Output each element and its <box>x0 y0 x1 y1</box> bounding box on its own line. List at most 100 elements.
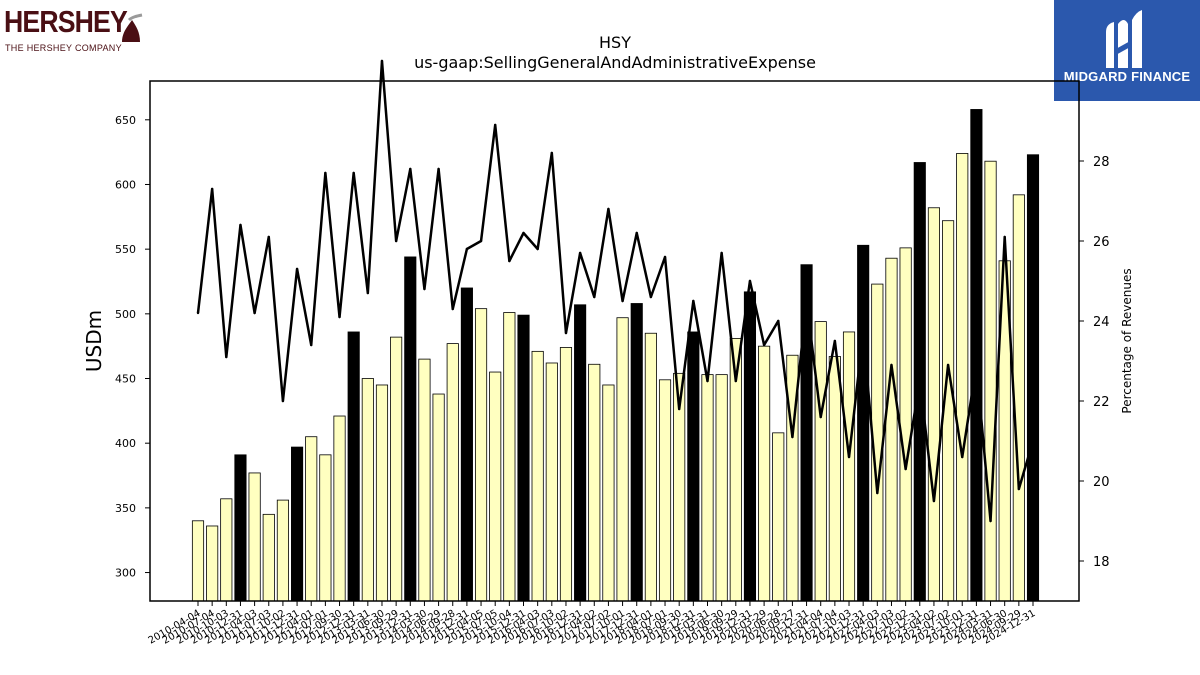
bar-2016-10-02 <box>559 347 573 602</box>
bar-2011-10-02 <box>276 499 289 602</box>
bar-2018-04-01 <box>644 332 657 602</box>
bar-2023-12-31 <box>970 109 983 602</box>
y-axis-label: USDm <box>82 310 106 372</box>
bar-2021-10-03 <box>842 331 856 602</box>
line-point-2022-07-03 <box>890 363 893 367</box>
y2-tick-label: 20 <box>1093 475 1110 490</box>
bar-2011-07-03 <box>262 513 275 602</box>
y-tick-label: 400 <box>115 437 136 450</box>
line-point-2023-10-01 <box>961 455 964 459</box>
midgard-finance-brand: MIDGARD FINANCE <box>1063 69 1191 84</box>
line-point-2011-12-31 <box>295 267 299 271</box>
bar-2020-03-29 <box>758 345 771 602</box>
line-point-2017-10-01 <box>621 299 624 303</box>
bar-2019-12-31 <box>743 291 757 602</box>
bar-2019-03-31 <box>701 374 714 602</box>
line-point-2014-12-31 <box>465 247 469 251</box>
bar-2015-12-31 <box>517 314 530 602</box>
chart-title: HSY <box>599 33 631 52</box>
bar-2014-06-29 <box>432 393 445 602</box>
bar-2016-04-03 <box>531 350 544 602</box>
line-point-2012-12-31 <box>352 171 355 175</box>
line-point-2013-06-30 <box>380 59 384 63</box>
line-point-2011-04-03 <box>253 311 256 315</box>
line-point-2023-07-02 <box>946 363 950 367</box>
y-tick-label: 350 <box>115 502 136 515</box>
bar-2022-10-02 <box>899 247 912 602</box>
line-point-2023-04-02 <box>932 499 936 503</box>
plot-frame <box>149 80 1080 602</box>
y-tick-label: 500 <box>115 308 136 321</box>
line-point-2024-09-29 <box>1017 487 1021 491</box>
bar-2011-04-03 <box>248 472 261 602</box>
bar-2024-03-31 <box>984 160 997 602</box>
line-point-2013-12-31 <box>409 167 412 171</box>
line-point-2015-12-31 <box>522 231 525 235</box>
y2-tick-label: 26 <box>1093 235 1110 250</box>
line-point-2017-04-02 <box>593 295 596 299</box>
bar-2018-07-01 <box>658 379 672 602</box>
bar-2022-07-03 <box>885 257 898 602</box>
bar-2014-03-30 <box>418 358 431 602</box>
line-point-2020-09-27 <box>791 435 794 439</box>
line-point-2020-12-31 <box>805 299 808 303</box>
bar-2021-07-04 <box>828 356 841 602</box>
y-tick-label: 600 <box>115 178 136 191</box>
percentage-line <box>196 59 1035 523</box>
line-point-2024-12-31 <box>1031 439 1035 443</box>
bar-2010-10-03 <box>220 498 233 602</box>
line-point-2016-10-02 <box>564 331 568 335</box>
line-point-2013-03-31 <box>366 291 370 295</box>
line-point-2016-12-31 <box>578 251 582 255</box>
bar-2017-07-02 <box>602 384 615 602</box>
line-point-2019-06-30 <box>720 251 723 255</box>
bar-2015-07-05 <box>489 371 502 602</box>
line-point-2016-07-03 <box>550 151 554 155</box>
line-point-2011-07-03 <box>267 235 270 239</box>
bar-2017-10-01 <box>616 317 629 602</box>
y-tick-label: 300 <box>115 567 136 580</box>
line-point-2019-09-29 <box>734 379 737 383</box>
y-axis-left: 300 350 400 450 500 550 600 650 <box>115 114 150 580</box>
line-point-2021-12-31 <box>861 331 865 335</box>
bar-2013-09-29 <box>390 336 403 602</box>
hershey-logo-subtitle: THE HERSHEY COMPANY <box>5 43 122 53</box>
bar-2021-04-04 <box>814 321 827 602</box>
bar-2021-12-31 <box>857 244 870 602</box>
line-point-2019-12-31 <box>748 279 752 283</box>
line-point-2018-04-01 <box>649 295 653 299</box>
line-point-2017-12-31 <box>635 231 638 235</box>
bar-2016-12-31 <box>574 304 587 602</box>
chart-subtitle: us-gaap:SellingGeneralAndAdministrativeE… <box>414 53 816 72</box>
line-point-2016-04-03 <box>536 247 539 251</box>
bar-2012-12-31 <box>347 331 360 602</box>
line-point-2018-12-31 <box>692 299 695 303</box>
bar-2014-09-28 <box>446 343 459 602</box>
line-point-2021-07-04 <box>833 339 837 343</box>
bar-2017-04-02 <box>588 363 601 602</box>
y2-axis-label: Percentage of Revenues <box>1120 268 1134 413</box>
bar-2015-04-05 <box>474 308 488 602</box>
line-point-2014-09-28 <box>451 307 454 311</box>
line-point-2018-07-01 <box>663 255 667 259</box>
line-point-2012-04-01 <box>310 343 313 347</box>
bar-2019-06-30 <box>715 374 728 602</box>
y2-tick-label: 22 <box>1093 395 1110 410</box>
y-tick-label: 450 <box>115 373 136 386</box>
bar-2012-07-01 <box>319 454 332 602</box>
y-axis-right: 18 20 22 24 26 28 <box>1079 155 1110 570</box>
bar-2011-12-31 <box>291 446 304 602</box>
line-point-2015-07-05 <box>494 123 497 127</box>
bar-2024-12-31 <box>1026 154 1040 602</box>
y-tick-label: 650 <box>115 114 136 127</box>
bar-series <box>191 109 1040 602</box>
line-point-2015-04-05 <box>479 239 483 243</box>
y2-tick-label: 18 <box>1093 555 1110 570</box>
x-axis: 2010-04-042010-07-042010-10-032010-12-31… <box>147 601 1038 647</box>
hershey-logo: HERSHEY THE HERSHEY COMPANY <box>4 4 144 56</box>
bar-2010-04-04 <box>191 520 205 602</box>
bar-2013-03-31 <box>361 378 374 602</box>
line-point-2012-09-30 <box>338 315 341 319</box>
bar-2015-10-04 <box>503 312 516 602</box>
